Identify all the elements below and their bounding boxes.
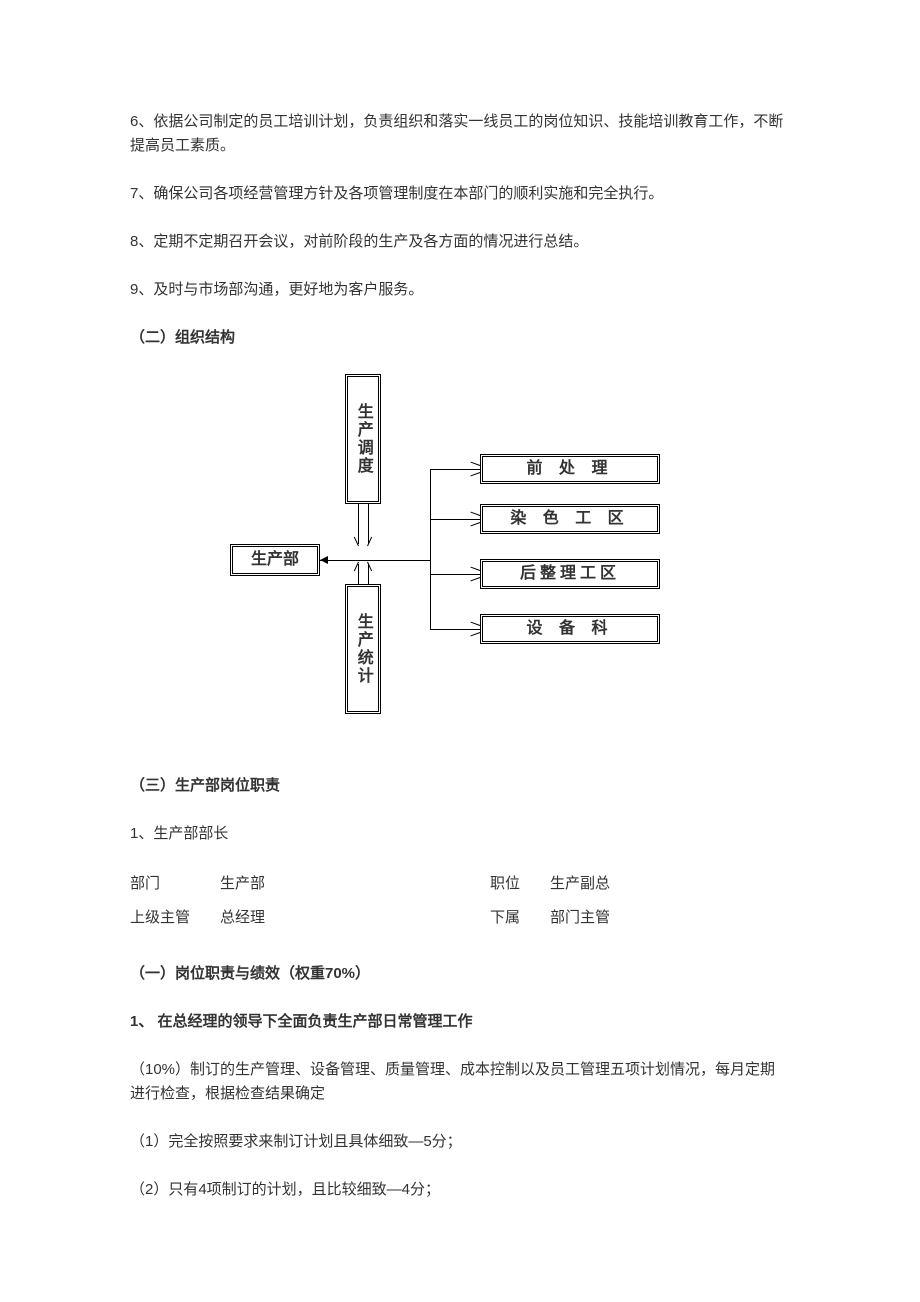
arrow-down-icon: [358, 536, 368, 546]
arrow-up-icon: [358, 562, 368, 572]
paragraph-8: 8、定期不定期召开会议，对前阶段的生产及各方面的情况进行总结。: [130, 230, 790, 254]
arrow-right-icon: [468, 515, 480, 523]
value-subordinate: 部门主管: [550, 904, 670, 932]
value-position: 生产副总: [550, 870, 670, 898]
label-department: 部门: [130, 870, 220, 898]
org-node-finishing: 后整理工区: [480, 559, 660, 589]
section-heading-org: （二）组织结构: [130, 326, 790, 350]
org-node-root: 生产部: [230, 544, 320, 576]
duty-item-2: （2）只有4项制订的计划，且比较细致—4分；: [130, 1178, 790, 1202]
section-heading-kpi: （一）岗位职责与绩效（权重70%）: [130, 962, 790, 986]
arrow-right-icon: [468, 570, 480, 578]
value-department: 生产部: [220, 870, 360, 898]
org-node-dispatch: 生产调度: [345, 374, 381, 504]
duty-item-1: （1）完全按照要求来制订计划且具体细致—5分；: [130, 1130, 790, 1154]
paragraph-9: 9、及时与市场部沟通，更好地为客户服务。: [130, 278, 790, 302]
position-info-row-1: 部门 生产部 职位 生产副总: [130, 870, 790, 898]
org-node-dyeing: 染 色 工 区: [480, 504, 660, 534]
paragraph-6: 6、依据公司制定的员工培训计划，负责组织和落实一线员工的岗位知识、技能培训教育工…: [130, 110, 790, 158]
connector-line: [368, 504, 369, 544]
label-position: 职位: [490, 870, 550, 898]
arrow-right-icon: [468, 465, 480, 473]
arrow-right-icon: [468, 625, 480, 633]
label-supervisor: 上级主管: [130, 904, 220, 932]
org-node-pretreat: 前 处 理: [480, 454, 660, 484]
duty-description: （10%）制订的生产管理、设备管理、质量管理、成本控制以及员工管理五项计划情况，…: [130, 1058, 790, 1106]
connector-line: [430, 469, 431, 629]
position-info-row-2: 上级主管 总经理 下属 部门主管: [130, 904, 790, 932]
duty-title-1: 1、 在总经理的领导下全面负责生产部日常管理工作: [130, 1010, 790, 1034]
org-node-stats: 生产统计: [345, 584, 381, 714]
org-chart: 生产部 生产调度 生产统计 前 处 理 染 色 工 区 后整理工区 设 备 科: [230, 374, 690, 744]
label-subordinate: 下属: [490, 904, 550, 932]
org-node-equipment: 设 备 科: [480, 614, 660, 644]
paragraph-7: 7、确保公司各项经营管理方针及各项管理制度在本部门的顺利实施和完全执行。: [130, 182, 790, 206]
subsection-heading: 1、生产部部长: [130, 822, 790, 846]
value-supervisor: 总经理: [220, 904, 360, 932]
connector-line: [320, 560, 430, 561]
section-heading-duties: （三）生产部岗位职责: [130, 774, 790, 798]
arrow-left-icon: [320, 556, 328, 564]
